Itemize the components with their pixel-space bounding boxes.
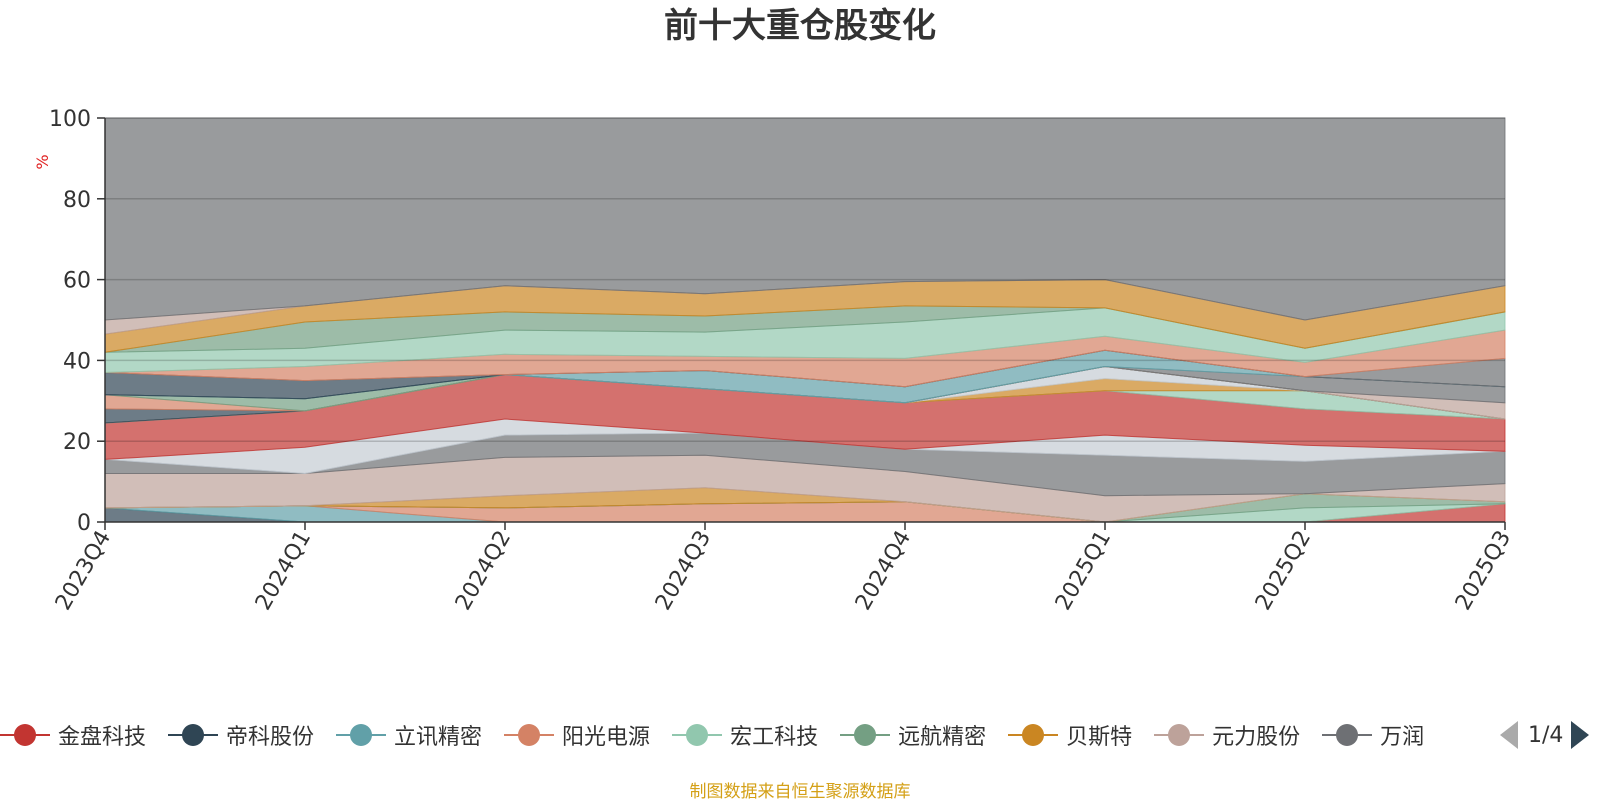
legend-label: 贝斯特	[1066, 725, 1133, 750]
area-bands	[104, 117, 1506, 523]
legend-item[interactable]: 元力股份	[1154, 710, 1300, 760]
legend-label: 帝科股份	[226, 725, 315, 750]
legend-item[interactable]: 帝科股份	[168, 710, 314, 760]
y-tick-label: 20	[63, 430, 91, 455]
legend-label: 阳光电源	[562, 725, 651, 750]
legend-pager: 1/4	[1500, 710, 1600, 760]
axes	[97, 117, 1506, 530]
x-tick-label: 2025Q3	[1451, 527, 1516, 615]
legend-item[interactable]: 阳光电源	[504, 710, 650, 760]
legend-symbol-icon	[672, 723, 723, 747]
legend-label: 元力股份	[1212, 725, 1301, 750]
source-note: 制图数据来自恒生聚源数据库	[689, 782, 911, 802]
legend-symbol-icon	[504, 723, 555, 747]
legend-items: 金盘科技 帝科股份 立讯精密 阳光电源 宏工科技 远航精密 贝斯特 元力股份 万润	[0, 710, 1480, 760]
legend-prev-page-icon[interactable]	[1500, 721, 1518, 749]
x-tick-label: 2024Q3	[651, 527, 716, 615]
x-tick-labels: 2023Q4 2024Q1 2024Q2 2024Q3 2024Q4 2025Q1 2025…	[51, 527, 1516, 615]
legend-label: 立讯精密	[394, 725, 483, 750]
legend-next-page-icon[interactable]	[1571, 721, 1590, 749]
x-tick-label: 2024Q2	[451, 527, 516, 615]
x-tick-label: 2024Q1	[251, 527, 316, 615]
legend-item[interactable]: 宏工科技	[672, 710, 818, 760]
y-axis-label: %	[33, 154, 52, 169]
legend-item[interactable]: 贝斯特	[1008, 710, 1132, 760]
legend-symbol-icon	[336, 723, 387, 747]
legend-symbol-icon	[1008, 723, 1059, 747]
x-tick-label: 2025Q1	[1051, 527, 1116, 615]
x-tick-label: 2023Q4	[51, 527, 116, 615]
legend-item[interactable]: 万润	[1322, 710, 1424, 760]
x-tick-label: 2025Q2	[1251, 527, 1316, 615]
y-tick-labels: 0 20 40 60 80 100	[49, 107, 91, 536]
legend-label: 远航精密	[898, 725, 987, 750]
grid-lines	[105, 117, 1505, 442]
chart-title: 前十大重仓股变化	[664, 6, 936, 46]
legend-symbol-icon	[1322, 723, 1373, 747]
legend-symbol-icon	[1154, 723, 1205, 747]
legend-item[interactable]: 金盘科技	[0, 710, 146, 760]
legend-label: 宏工科技	[730, 725, 819, 750]
legend-page-indicator: 1/4	[1528, 722, 1564, 748]
area-band	[104, 117, 1506, 321]
legend-symbol-icon	[840, 723, 891, 747]
legend-label: 金盘科技	[58, 725, 147, 750]
legend-item[interactable]: 远航精密	[840, 710, 986, 760]
y-tick-label: 60	[63, 269, 91, 294]
legend-item[interactable]: 立讯精密	[336, 710, 482, 760]
y-tick-label: 80	[63, 188, 91, 213]
y-tick-label: 0	[77, 511, 91, 536]
x-tick-label: 2024Q4	[851, 527, 916, 615]
legend: 金盘科技 帝科股份 立讯精密 阳光电源 宏工科技 远航精密 贝斯特 元力股份 万润 1/4	[0, 710, 1600, 760]
legend-symbol-icon	[0, 723, 50, 747]
legend-symbol-icon	[168, 723, 219, 747]
legend-label: 万润	[1380, 725, 1425, 750]
y-tick-label: 100	[49, 107, 91, 132]
y-tick-label: 40	[63, 349, 91, 374]
